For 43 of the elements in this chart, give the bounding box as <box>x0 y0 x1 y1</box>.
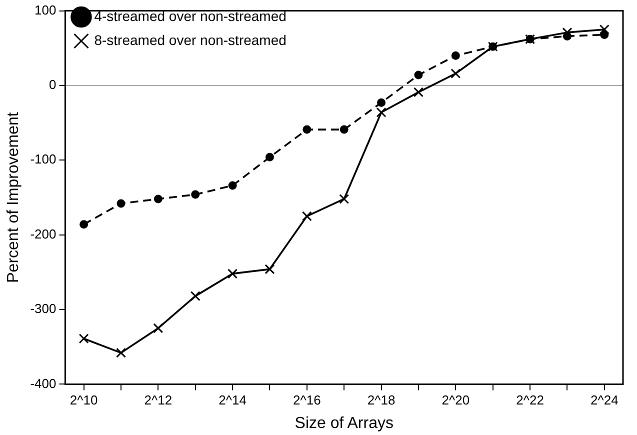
point <box>116 199 126 208</box>
y-tick-label: 0 <box>48 77 56 92</box>
point <box>600 30 609 39</box>
point <box>450 68 461 79</box>
point <box>340 125 348 134</box>
point <box>562 27 572 38</box>
point <box>228 268 238 279</box>
point <box>153 323 164 334</box>
point <box>264 264 275 274</box>
y-tick-label: -100 <box>30 152 56 167</box>
point <box>599 24 610 34</box>
x-tick-label: 2^20 <box>442 392 470 408</box>
point <box>80 220 88 229</box>
point <box>78 334 89 344</box>
point <box>451 51 460 60</box>
x-tick-label: 2^14 <box>218 392 246 408</box>
x-tick-label: 2^24 <box>590 392 618 408</box>
point <box>377 98 386 107</box>
point <box>413 87 424 98</box>
point <box>190 291 200 302</box>
x-tick-label: 2^22 <box>516 392 544 408</box>
point <box>302 211 312 222</box>
point <box>228 181 237 190</box>
point <box>265 152 274 162</box>
y-axis-title: Percent of Improvement <box>5 112 22 283</box>
point <box>339 194 350 204</box>
point <box>414 70 423 80</box>
y-tick-label: -200 <box>30 226 56 242</box>
point <box>154 194 162 204</box>
y-tick-label: -300 <box>30 301 56 316</box>
x-tick-label: 2^12 <box>144 392 172 408</box>
point <box>302 125 312 134</box>
x-axis-title: Size of Arrays <box>294 414 394 432</box>
point <box>191 190 200 199</box>
point <box>376 107 386 118</box>
x-tick-label: 2^16 <box>293 392 321 408</box>
y-tick-label: -400 <box>30 376 56 391</box>
x-tick-label: 2^18 <box>367 392 396 408</box>
y-tick-label: 100 <box>34 2 56 18</box>
legend-label: 4-streamed over non-streamed <box>94 8 286 24</box>
x-tick-label: 2^10 <box>70 392 98 408</box>
legend-label: 8-streamed over non-streamed <box>94 32 286 48</box>
point <box>116 348 126 358</box>
